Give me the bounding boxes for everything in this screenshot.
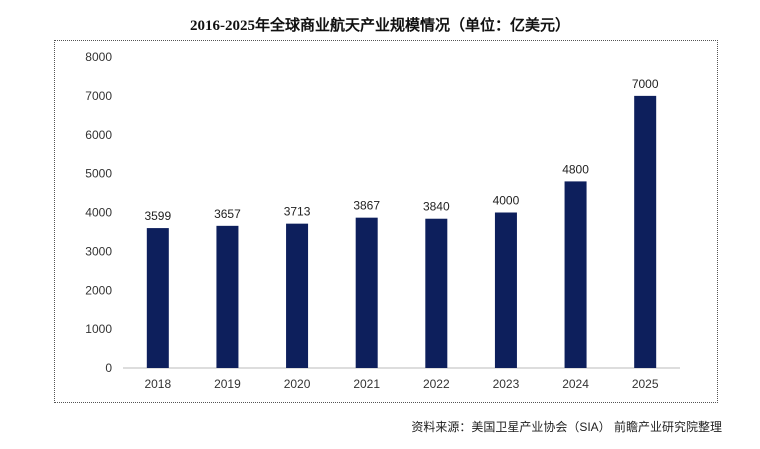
- source-note: 资料来源：美国卫星产业协会（SIA） 前瞻产业研究院整理: [411, 420, 722, 434]
- x-tick-label: 2023: [493, 377, 520, 391]
- bar-2025: [634, 95, 657, 368]
- bar-2021: [355, 217, 378, 368]
- data-label: 4800: [562, 162, 589, 176]
- y-tick-label: 4000: [85, 206, 112, 220]
- bar-2019: [216, 225, 239, 368]
- y-tick-label: 8000: [85, 50, 112, 64]
- data-label: 7000: [632, 77, 659, 91]
- x-tick-label: 2021: [353, 377, 380, 391]
- data-label: 3657: [214, 207, 241, 221]
- bar-2023: [494, 212, 517, 368]
- bar-2022: [425, 218, 448, 368]
- y-tick-label: 7000: [85, 89, 112, 103]
- bar-2018: [146, 228, 169, 368]
- x-tick-label: 2020: [284, 377, 311, 391]
- x-tick-label: 2022: [423, 377, 450, 391]
- x-tick-label: 2025: [632, 377, 659, 391]
- data-label: 3840: [423, 200, 450, 214]
- bar-2020: [286, 223, 309, 368]
- data-label: 3713: [284, 205, 311, 219]
- y-tick-label: 5000: [85, 167, 112, 181]
- chart-frame: [54, 40, 718, 403]
- bar-2024: [564, 181, 587, 368]
- y-tick-label: 0: [105, 361, 112, 375]
- y-tick-label: 6000: [85, 128, 112, 142]
- data-label: 4000: [493, 194, 520, 208]
- data-label: 3599: [144, 209, 171, 223]
- data-label: 3867: [353, 199, 380, 213]
- chart-title: 2016-2025年全球商业航天产业规模情况（单位：亿美元）: [190, 18, 570, 34]
- y-tick-label: 3000: [85, 244, 112, 258]
- y-tick-label: 1000: [85, 322, 112, 336]
- x-tick-label: 2024: [562, 377, 589, 391]
- x-tick-label: 2019: [214, 377, 241, 391]
- y-tick-label: 2000: [85, 283, 112, 297]
- x-tick-label: 2018: [144, 377, 171, 391]
